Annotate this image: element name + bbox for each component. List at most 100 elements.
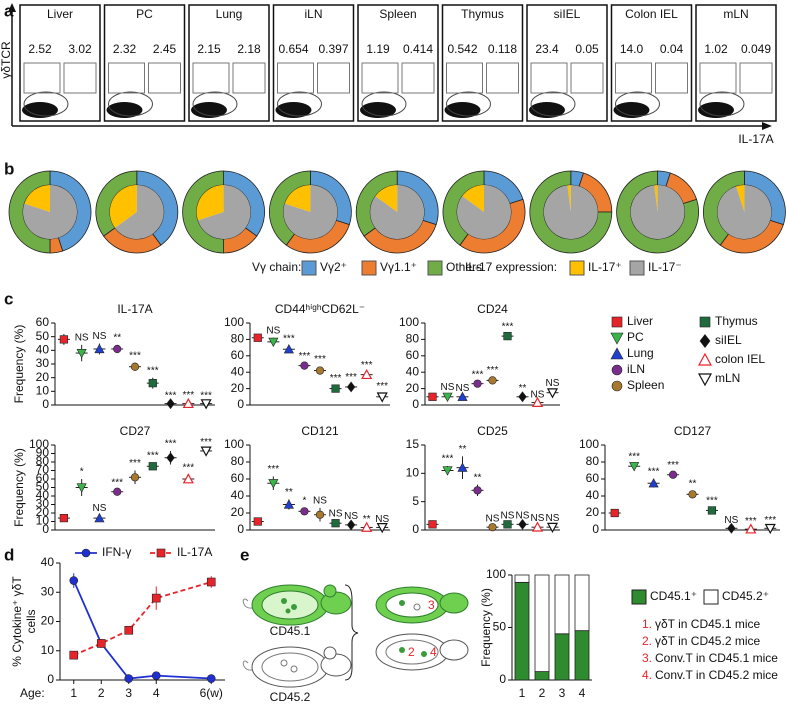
x-tick-label: 2 bbox=[539, 686, 546, 700]
marker bbox=[206, 577, 216, 587]
y-tick-label: 80 bbox=[231, 332, 245, 346]
y-tick-label: 0 bbox=[42, 522, 49, 536]
marker bbox=[300, 361, 309, 370]
density bbox=[191, 102, 227, 118]
pie-segment bbox=[543, 185, 598, 240]
key-text: Conv.T in CD45.2 mice bbox=[655, 668, 778, 682]
gate bbox=[699, 62, 737, 94]
mouse-label: CD45.2 bbox=[270, 690, 311, 704]
significance: NS bbox=[516, 510, 530, 521]
marker bbox=[315, 510, 325, 519]
density bbox=[698, 102, 734, 118]
cell bbox=[291, 604, 297, 610]
y-tick-label: 80 bbox=[231, 454, 245, 468]
legend-label: IFN-γ bbox=[102, 545, 131, 559]
y-tick-label: 40 bbox=[231, 488, 245, 502]
significance: NS bbox=[344, 511, 358, 522]
significance: NS bbox=[92, 331, 106, 342]
marker bbox=[283, 344, 294, 354]
marker bbox=[59, 513, 68, 523]
panel-title: CD27 bbox=[120, 424, 151, 438]
significance: *** bbox=[745, 516, 757, 527]
density bbox=[22, 102, 58, 118]
marker bbox=[94, 343, 105, 354]
ear bbox=[323, 646, 337, 660]
significance: *** bbox=[299, 351, 311, 362]
marker bbox=[331, 384, 340, 393]
marker bbox=[611, 364, 623, 376]
significance: *** bbox=[345, 372, 357, 383]
y-axis-label: Frequency (%) bbox=[479, 588, 493, 667]
tissue-label: Colon IEL bbox=[625, 7, 678, 21]
marker bbox=[688, 490, 697, 499]
significance: *** bbox=[314, 354, 326, 365]
brace bbox=[344, 584, 359, 681]
y-tick-label: 20 bbox=[231, 381, 245, 395]
significance: *** bbox=[129, 350, 141, 361]
marker bbox=[130, 362, 140, 371]
legend-label: siIEL bbox=[715, 333, 742, 347]
significance: * bbox=[80, 467, 84, 478]
y-tick-label: 20 bbox=[586, 505, 600, 519]
gate-value: 2.15 bbox=[197, 42, 221, 56]
significance: NS bbox=[724, 515, 738, 526]
y-tick-label: 20 bbox=[231, 505, 245, 519]
mouse bbox=[242, 646, 352, 688]
panel-label: c bbox=[4, 289, 13, 308]
marker bbox=[697, 373, 713, 387]
legend-swatch bbox=[631, 589, 647, 605]
x-tick-label: 3 bbox=[125, 686, 132, 700]
gate-value: 0.049 bbox=[741, 42, 771, 56]
marker bbox=[253, 333, 262, 342]
significance: *** bbox=[165, 391, 177, 402]
x-axis-label: Age: bbox=[20, 686, 45, 700]
marker bbox=[124, 674, 134, 683]
y-axis-label: cells bbox=[24, 609, 38, 633]
significance: *** bbox=[182, 462, 194, 473]
significance: *** bbox=[283, 334, 295, 345]
y-tick-label: 5 bbox=[412, 494, 419, 508]
y-tick-label: 0 bbox=[412, 397, 419, 411]
bar-segment bbox=[534, 671, 550, 681]
legend-title: Vγ chain: bbox=[252, 260, 301, 274]
gate bbox=[401, 62, 435, 94]
bar-segment bbox=[514, 581, 530, 681]
gate-value: 0.654 bbox=[278, 42, 308, 56]
panel-title: IL-17A bbox=[117, 302, 152, 316]
y-tick-label: 70 bbox=[36, 463, 50, 477]
y-tick-label: 60 bbox=[36, 471, 50, 485]
marker bbox=[94, 512, 105, 523]
significance: NS bbox=[486, 514, 500, 525]
marker bbox=[283, 499, 294, 509]
significance: *** bbox=[147, 450, 159, 461]
marker bbox=[428, 392, 437, 401]
marker bbox=[518, 518, 527, 530]
legend-label: IL-17A bbox=[177, 545, 212, 559]
y-tick-label: 100 bbox=[579, 437, 599, 451]
tissue-label: Spleen bbox=[379, 7, 416, 21]
significance: *** bbox=[764, 515, 776, 526]
tissue-label: iLN bbox=[304, 7, 322, 21]
gate bbox=[232, 62, 266, 94]
panel-label: d bbox=[4, 545, 14, 564]
marker bbox=[610, 347, 624, 360]
cell bbox=[281, 598, 287, 604]
mouse-head bbox=[439, 639, 469, 661]
marker bbox=[503, 332, 512, 341]
significance: *** bbox=[667, 460, 679, 471]
pie-segment bbox=[462, 185, 484, 212]
marker bbox=[442, 466, 453, 476]
significance: ** bbox=[113, 333, 121, 344]
marker bbox=[745, 523, 757, 534]
legend-label: iLN bbox=[627, 362, 645, 376]
marker bbox=[546, 388, 559, 399]
marker bbox=[69, 650, 79, 660]
y-tick-label: 10 bbox=[41, 643, 55, 657]
y-tick-label: 0 bbox=[412, 522, 419, 536]
marker bbox=[473, 379, 482, 388]
significance: NS bbox=[313, 496, 327, 507]
panel-title: CD127 bbox=[674, 424, 712, 438]
gate bbox=[192, 62, 230, 94]
significance: ** bbox=[519, 383, 527, 394]
gate bbox=[655, 62, 688, 94]
